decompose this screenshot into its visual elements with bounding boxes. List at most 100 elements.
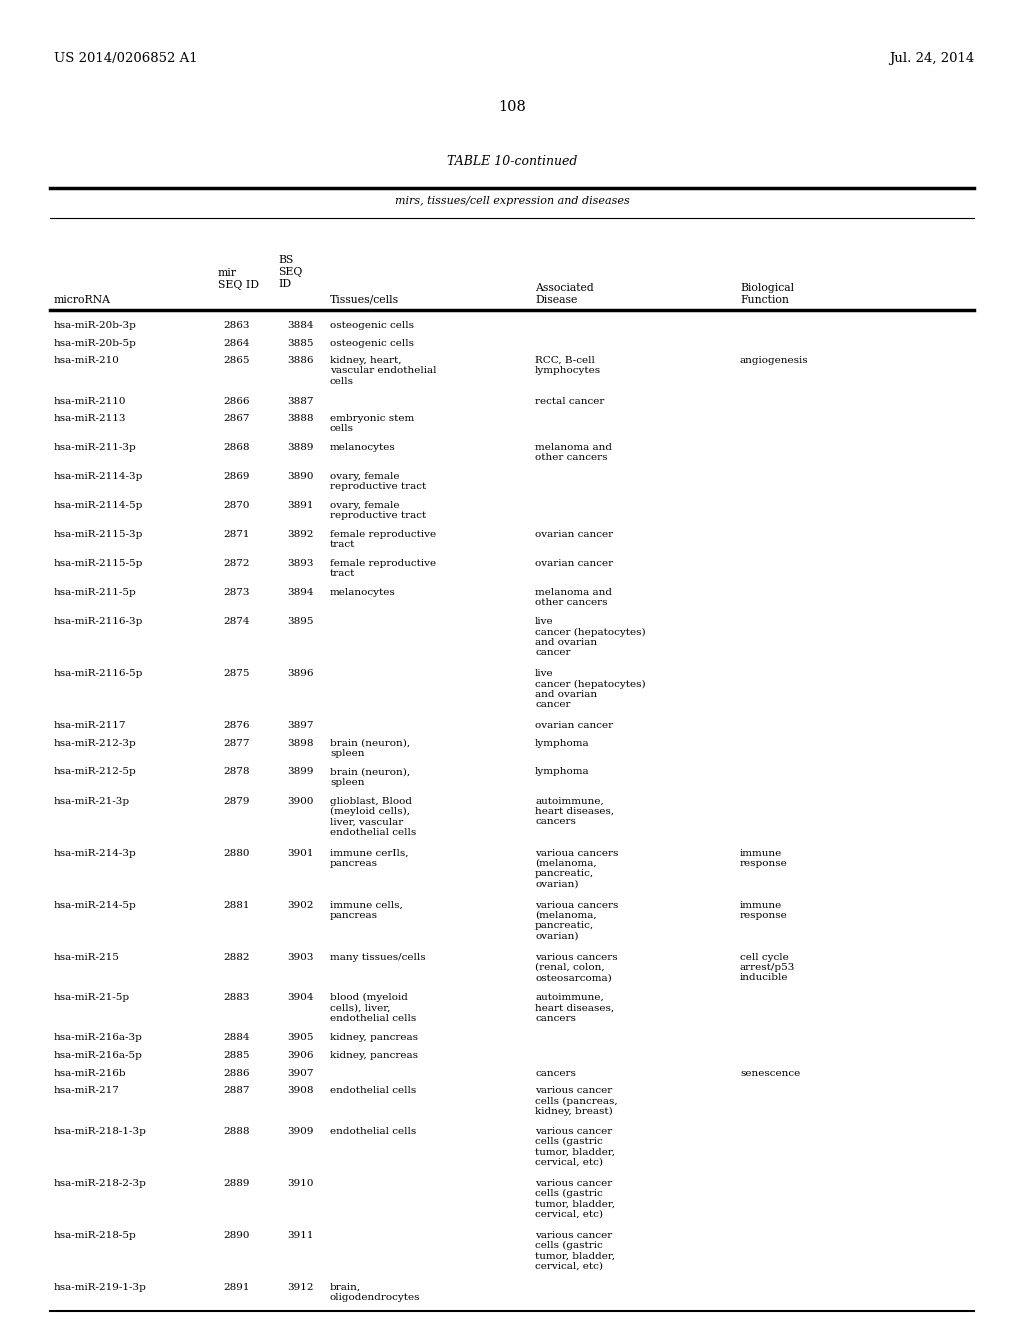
Text: immune cells,
pancreas: immune cells, pancreas [330,900,402,920]
Text: 3902: 3902 [288,900,314,909]
Text: 3884: 3884 [288,321,314,330]
Text: live
cancer (hepatocytes)
and ovarian
cancer: live cancer (hepatocytes) and ovarian ca… [535,616,645,657]
Text: 2875: 2875 [223,669,250,678]
Text: endothelial cells: endothelial cells [330,1086,416,1096]
Text: melanocytes: melanocytes [330,587,395,597]
Text: ovary, female
reproductive tract: ovary, female reproductive tract [330,473,426,491]
Text: ovarian cancer: ovarian cancer [535,721,613,730]
Text: varioua cancers
(melanoma,
pancreatic,
ovarian): varioua cancers (melanoma, pancreatic, o… [535,849,618,888]
Text: female reproductive
tract: female reproductive tract [330,558,436,578]
Text: 2879: 2879 [223,796,250,805]
Text: 3898: 3898 [288,738,314,747]
Text: Disease: Disease [535,294,578,305]
Text: 3888: 3888 [288,414,314,422]
Text: melanoma and
other cancers: melanoma and other cancers [535,444,612,462]
Text: many tissues/cells: many tissues/cells [330,953,426,961]
Text: hsa-miR-218-1-3p: hsa-miR-218-1-3p [54,1126,146,1135]
Text: hsa-miR-212-3p: hsa-miR-212-3p [54,738,137,747]
Text: RCC, B-cell
lymphocytes: RCC, B-cell lymphocytes [535,356,601,375]
Text: 2880: 2880 [223,849,250,858]
Text: 3907: 3907 [288,1068,314,1077]
Text: osteogenic cells: osteogenic cells [330,321,414,330]
Text: 2867: 2867 [223,414,250,422]
Text: Associated: Associated [535,282,594,293]
Text: 2868: 2868 [223,444,250,451]
Text: hsa-miR-214-5p: hsa-miR-214-5p [54,900,137,909]
Text: 3901: 3901 [288,849,314,858]
Text: Biological: Biological [740,282,795,293]
Text: microRNA: microRNA [54,294,111,305]
Text: Jul. 24, 2014: Jul. 24, 2014 [889,51,974,65]
Text: 2869: 2869 [223,473,250,480]
Text: 3896: 3896 [288,669,314,678]
Text: 2883: 2883 [223,993,250,1002]
Text: hsa-miR-211-3p: hsa-miR-211-3p [54,444,137,451]
Text: hsa-miR-216a-5p: hsa-miR-216a-5p [54,1051,143,1060]
Text: 2878: 2878 [223,767,250,776]
Text: kidney, pancreas: kidney, pancreas [330,1034,418,1043]
Text: hsa-miR-2115-3p: hsa-miR-2115-3p [54,531,143,539]
Text: hsa-miR-217: hsa-miR-217 [54,1086,120,1096]
Text: various cancer
cells (gastric
tumor, bladder,
cervical, etc): various cancer cells (gastric tumor, bla… [535,1230,615,1271]
Text: 3891: 3891 [288,502,314,510]
Text: 3904: 3904 [288,993,314,1002]
Text: various cancer
cells (pancreas,
kidney, breast): various cancer cells (pancreas, kidney, … [535,1086,617,1117]
Text: SEQ ID: SEQ ID [218,280,259,290]
Text: ovarian cancer: ovarian cancer [535,531,613,539]
Text: various cancer
cells (gastric
tumor, bladder,
cervical, etc): various cancer cells (gastric tumor, bla… [535,1126,615,1167]
Text: lymphoma: lymphoma [535,767,590,776]
Text: 3899: 3899 [288,767,314,776]
Text: 3906: 3906 [288,1051,314,1060]
Text: BS: BS [278,255,293,265]
Text: hsa-miR-2114-3p: hsa-miR-2114-3p [54,473,143,480]
Text: rectal cancer: rectal cancer [535,396,604,405]
Text: senescence: senescence [740,1068,800,1077]
Text: various cancers
(renal, colon,
osteosarcoma): various cancers (renal, colon, osteosarc… [535,953,617,982]
Text: hsa-miR-210: hsa-miR-210 [54,356,120,366]
Text: hsa-miR-219-1-3p: hsa-miR-219-1-3p [54,1283,146,1291]
Text: female reproductive
tract: female reproductive tract [330,531,436,549]
Text: 3887: 3887 [288,396,314,405]
Text: 2891: 2891 [223,1283,250,1291]
Text: hsa-miR-2114-5p: hsa-miR-2114-5p [54,502,143,510]
Text: 2876: 2876 [223,721,250,730]
Text: 108: 108 [498,100,526,114]
Text: hsa-miR-20b-3p: hsa-miR-20b-3p [54,321,137,330]
Text: hsa-miR-218-2-3p: hsa-miR-218-2-3p [54,1179,146,1188]
Text: 2871: 2871 [223,531,250,539]
Text: 2884: 2884 [223,1034,250,1043]
Text: hsa-miR-2116-5p: hsa-miR-2116-5p [54,669,143,678]
Text: 3911: 3911 [288,1230,314,1239]
Text: 3897: 3897 [288,721,314,730]
Text: 2881: 2881 [223,900,250,909]
Text: 3885: 3885 [288,338,314,347]
Text: hsa-miR-215: hsa-miR-215 [54,953,120,961]
Text: hsa-miR-21-5p: hsa-miR-21-5p [54,993,130,1002]
Text: ovary, female
reproductive tract: ovary, female reproductive tract [330,502,426,520]
Text: brain (neuron),
spleen: brain (neuron), spleen [330,738,411,758]
Text: 2873: 2873 [223,587,250,597]
Text: hsa-miR-2110: hsa-miR-2110 [54,396,127,405]
Text: 3909: 3909 [288,1126,314,1135]
Text: 3900: 3900 [288,796,314,805]
Text: cancers: cancers [535,1068,575,1077]
Text: ovarian cancer: ovarian cancer [535,558,613,568]
Text: 3908: 3908 [288,1086,314,1096]
Text: 3905: 3905 [288,1034,314,1043]
Text: hsa-miR-211-5p: hsa-miR-211-5p [54,587,137,597]
Text: 3903: 3903 [288,953,314,961]
Text: 2886: 2886 [223,1068,250,1077]
Text: 2870: 2870 [223,502,250,510]
Text: 2866: 2866 [223,396,250,405]
Text: cell cycle
arrest/p53
inducible: cell cycle arrest/p53 inducible [740,953,796,982]
Text: mirs, tissues/cell expression and diseases: mirs, tissues/cell expression and diseas… [394,195,630,206]
Text: hsa-miR-214-3p: hsa-miR-214-3p [54,849,137,858]
Text: live
cancer (hepatocytes)
and ovarian
cancer: live cancer (hepatocytes) and ovarian ca… [535,669,645,709]
Text: hsa-miR-2113: hsa-miR-2113 [54,414,127,422]
Text: SEQ: SEQ [278,267,302,277]
Text: various cancer
cells (gastric
tumor, bladder,
cervical, etc): various cancer cells (gastric tumor, bla… [535,1179,615,1218]
Text: ID: ID [278,279,291,289]
Text: US 2014/0206852 A1: US 2014/0206852 A1 [54,51,198,65]
Text: 3893: 3893 [288,558,314,568]
Text: immune cerIls,
pancreas: immune cerIls, pancreas [330,849,409,869]
